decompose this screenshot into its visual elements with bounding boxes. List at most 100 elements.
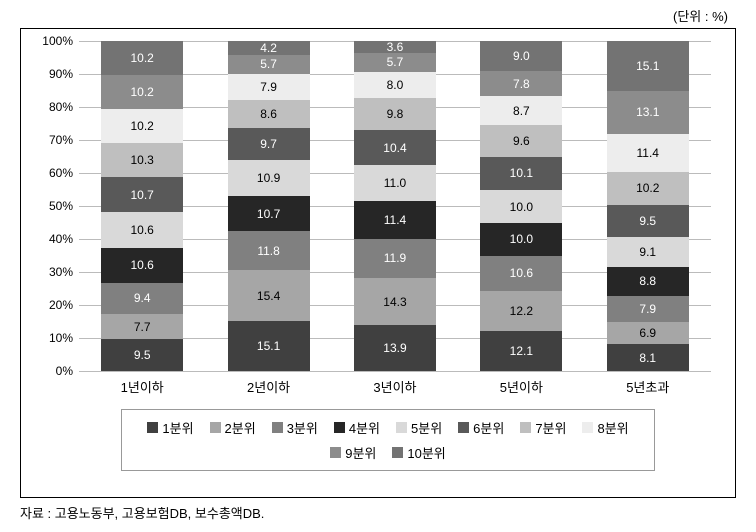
bar-column: 12.112.210.610.010.010.19.68.77.89.0 (480, 41, 562, 371)
x-axis-label: 5년이하 (480, 377, 562, 397)
legend-item: 8분위 (582, 418, 628, 437)
legend-label: 5분위 (411, 418, 442, 437)
bar-segment: 9.8 (354, 98, 436, 130)
bar-segment: 11.8 (228, 231, 310, 270)
bar-segment: 10.1 (480, 157, 562, 190)
legend-item: 1분위 (147, 418, 193, 437)
bar-segment: 8.1 (607, 344, 689, 371)
legend-swatch (330, 447, 341, 458)
bar-segment: 8.8 (607, 267, 689, 296)
chart-container: 0%10%20%30%40%50%60%70%80%90%100% 9.57.7… (20, 28, 736, 498)
legend-swatch (520, 422, 531, 433)
y-tick-label: 30% (27, 265, 73, 279)
legend-label: 10분위 (407, 443, 445, 462)
bar-segment: 10.3 (101, 143, 183, 177)
legend-swatch (210, 422, 221, 433)
bar-segment: 7.9 (607, 296, 689, 322)
legend-label: 8분위 (597, 418, 628, 437)
x-axis-label: 3년이하 (354, 377, 436, 397)
legend-swatch (396, 422, 407, 433)
bar-segment: 10.0 (480, 190, 562, 223)
bar-segment: 10.2 (101, 109, 183, 143)
y-tick-label: 60% (27, 166, 73, 180)
x-axis-labels: 1년이하 2년이하 3년이하 5년이하 5년초과 (79, 377, 711, 397)
bar-column: 8.16.97.98.89.19.510.211.413.115.1 (607, 41, 689, 371)
bar-segment: 15.1 (228, 321, 310, 371)
legend-swatch (392, 447, 403, 458)
y-tick-label: 20% (27, 298, 73, 312)
bar-segment: 8.7 (480, 96, 562, 125)
plot-area: 0%10%20%30%40%50%60%70%80%90%100% 9.57.7… (79, 41, 711, 371)
bar-segment: 11.0 (354, 165, 436, 201)
bar-segment: 8.6 (228, 100, 310, 128)
source-label: 자료 : 고용노동부, 고용보험DB, 보수총액DB. (20, 503, 264, 522)
bar-segment: 10.7 (228, 196, 310, 231)
bar-segment: 10.6 (101, 212, 183, 247)
bar-segment: 10.2 (101, 41, 183, 75)
legend-item: 3분위 (272, 418, 318, 437)
y-tick-label: 50% (27, 199, 73, 213)
legend-label: 3분위 (287, 418, 318, 437)
bar-segment: 14.3 (354, 278, 436, 325)
y-tick-label: 40% (27, 232, 73, 246)
bar-segment: 13.1 (607, 91, 689, 134)
bar-segment: 4.2 (228, 41, 310, 55)
y-tick-label: 90% (27, 67, 73, 81)
legend-swatch (334, 422, 345, 433)
bar-segment: 8.0 (354, 72, 436, 98)
bar-segment: 15.4 (228, 270, 310, 321)
bar-column: 15.115.411.810.710.99.78.67.95.74.2 (228, 41, 310, 371)
bar-segment: 10.4 (354, 130, 436, 164)
bar-segment: 7.9 (228, 74, 310, 100)
x-axis-label: 2년이하 (228, 377, 310, 397)
bar-segment: 10.6 (480, 256, 562, 291)
legend-label: 7분위 (535, 418, 566, 437)
legend-label: 1분위 (162, 418, 193, 437)
bar-column: 9.57.79.410.610.610.710.310.210.210.2 (101, 41, 183, 371)
bar-segment: 11.4 (354, 201, 436, 239)
legend-label: 9분위 (345, 443, 376, 462)
bar-segment: 3.6 (354, 41, 436, 53)
legend-item: 7분위 (520, 418, 566, 437)
bar-segment: 12.2 (480, 291, 562, 331)
bar-segment: 10.2 (101, 75, 183, 109)
bar-segment: 9.0 (480, 41, 562, 71)
legend-item: 2분위 (210, 418, 256, 437)
bar-segment: 5.7 (354, 53, 436, 72)
bar-segment: 9.5 (607, 205, 689, 236)
bar-segment: 7.7 (101, 314, 183, 340)
bar-segment: 11.9 (354, 239, 436, 278)
bar-column: 13.914.311.911.411.010.49.88.05.73.6 (354, 41, 436, 371)
bar-segment: 9.1 (607, 237, 689, 267)
bar-segment: 10.7 (101, 177, 183, 213)
bar-segment: 6.9 (607, 322, 689, 345)
bar-segment: 7.8 (480, 71, 562, 97)
y-tick-label: 100% (27, 34, 73, 48)
y-tick-label: 70% (27, 133, 73, 147)
bar-segment: 9.6 (480, 125, 562, 157)
legend-swatch (458, 422, 469, 433)
legend-swatch (582, 422, 593, 433)
bar-segment: 10.6 (101, 248, 183, 283)
legend-item: 6분위 (458, 418, 504, 437)
legend-label: 2분위 (225, 418, 256, 437)
x-axis-label: 5년초과 (607, 377, 689, 397)
bar-segment: 9.5 (101, 339, 183, 371)
bar-segment: 12.1 (480, 331, 562, 371)
legend-label: 6분위 (473, 418, 504, 437)
bar-segment: 10.0 (480, 223, 562, 256)
bar-segment: 9.7 (228, 128, 310, 160)
legend-item: 5분위 (396, 418, 442, 437)
gridline (79, 371, 711, 372)
bar-segment: 9.4 (101, 283, 183, 314)
y-tick-label: 10% (27, 331, 73, 345)
y-tick-label: 0% (27, 364, 73, 378)
legend: 1분위 2분위 3분위 4분위 5분위 6분위 7분위 8분위 9분위 10분위 (121, 409, 655, 471)
legend-item: 9분위 (330, 443, 376, 462)
y-tick-label: 80% (27, 100, 73, 114)
x-axis-label: 1년이하 (101, 377, 183, 397)
bar-segment: 15.1 (607, 41, 689, 91)
bars-container: 9.57.79.410.610.610.710.310.210.210.215.… (79, 41, 711, 371)
legend-item: 4분위 (334, 418, 380, 437)
bar-segment: 10.2 (607, 172, 689, 206)
